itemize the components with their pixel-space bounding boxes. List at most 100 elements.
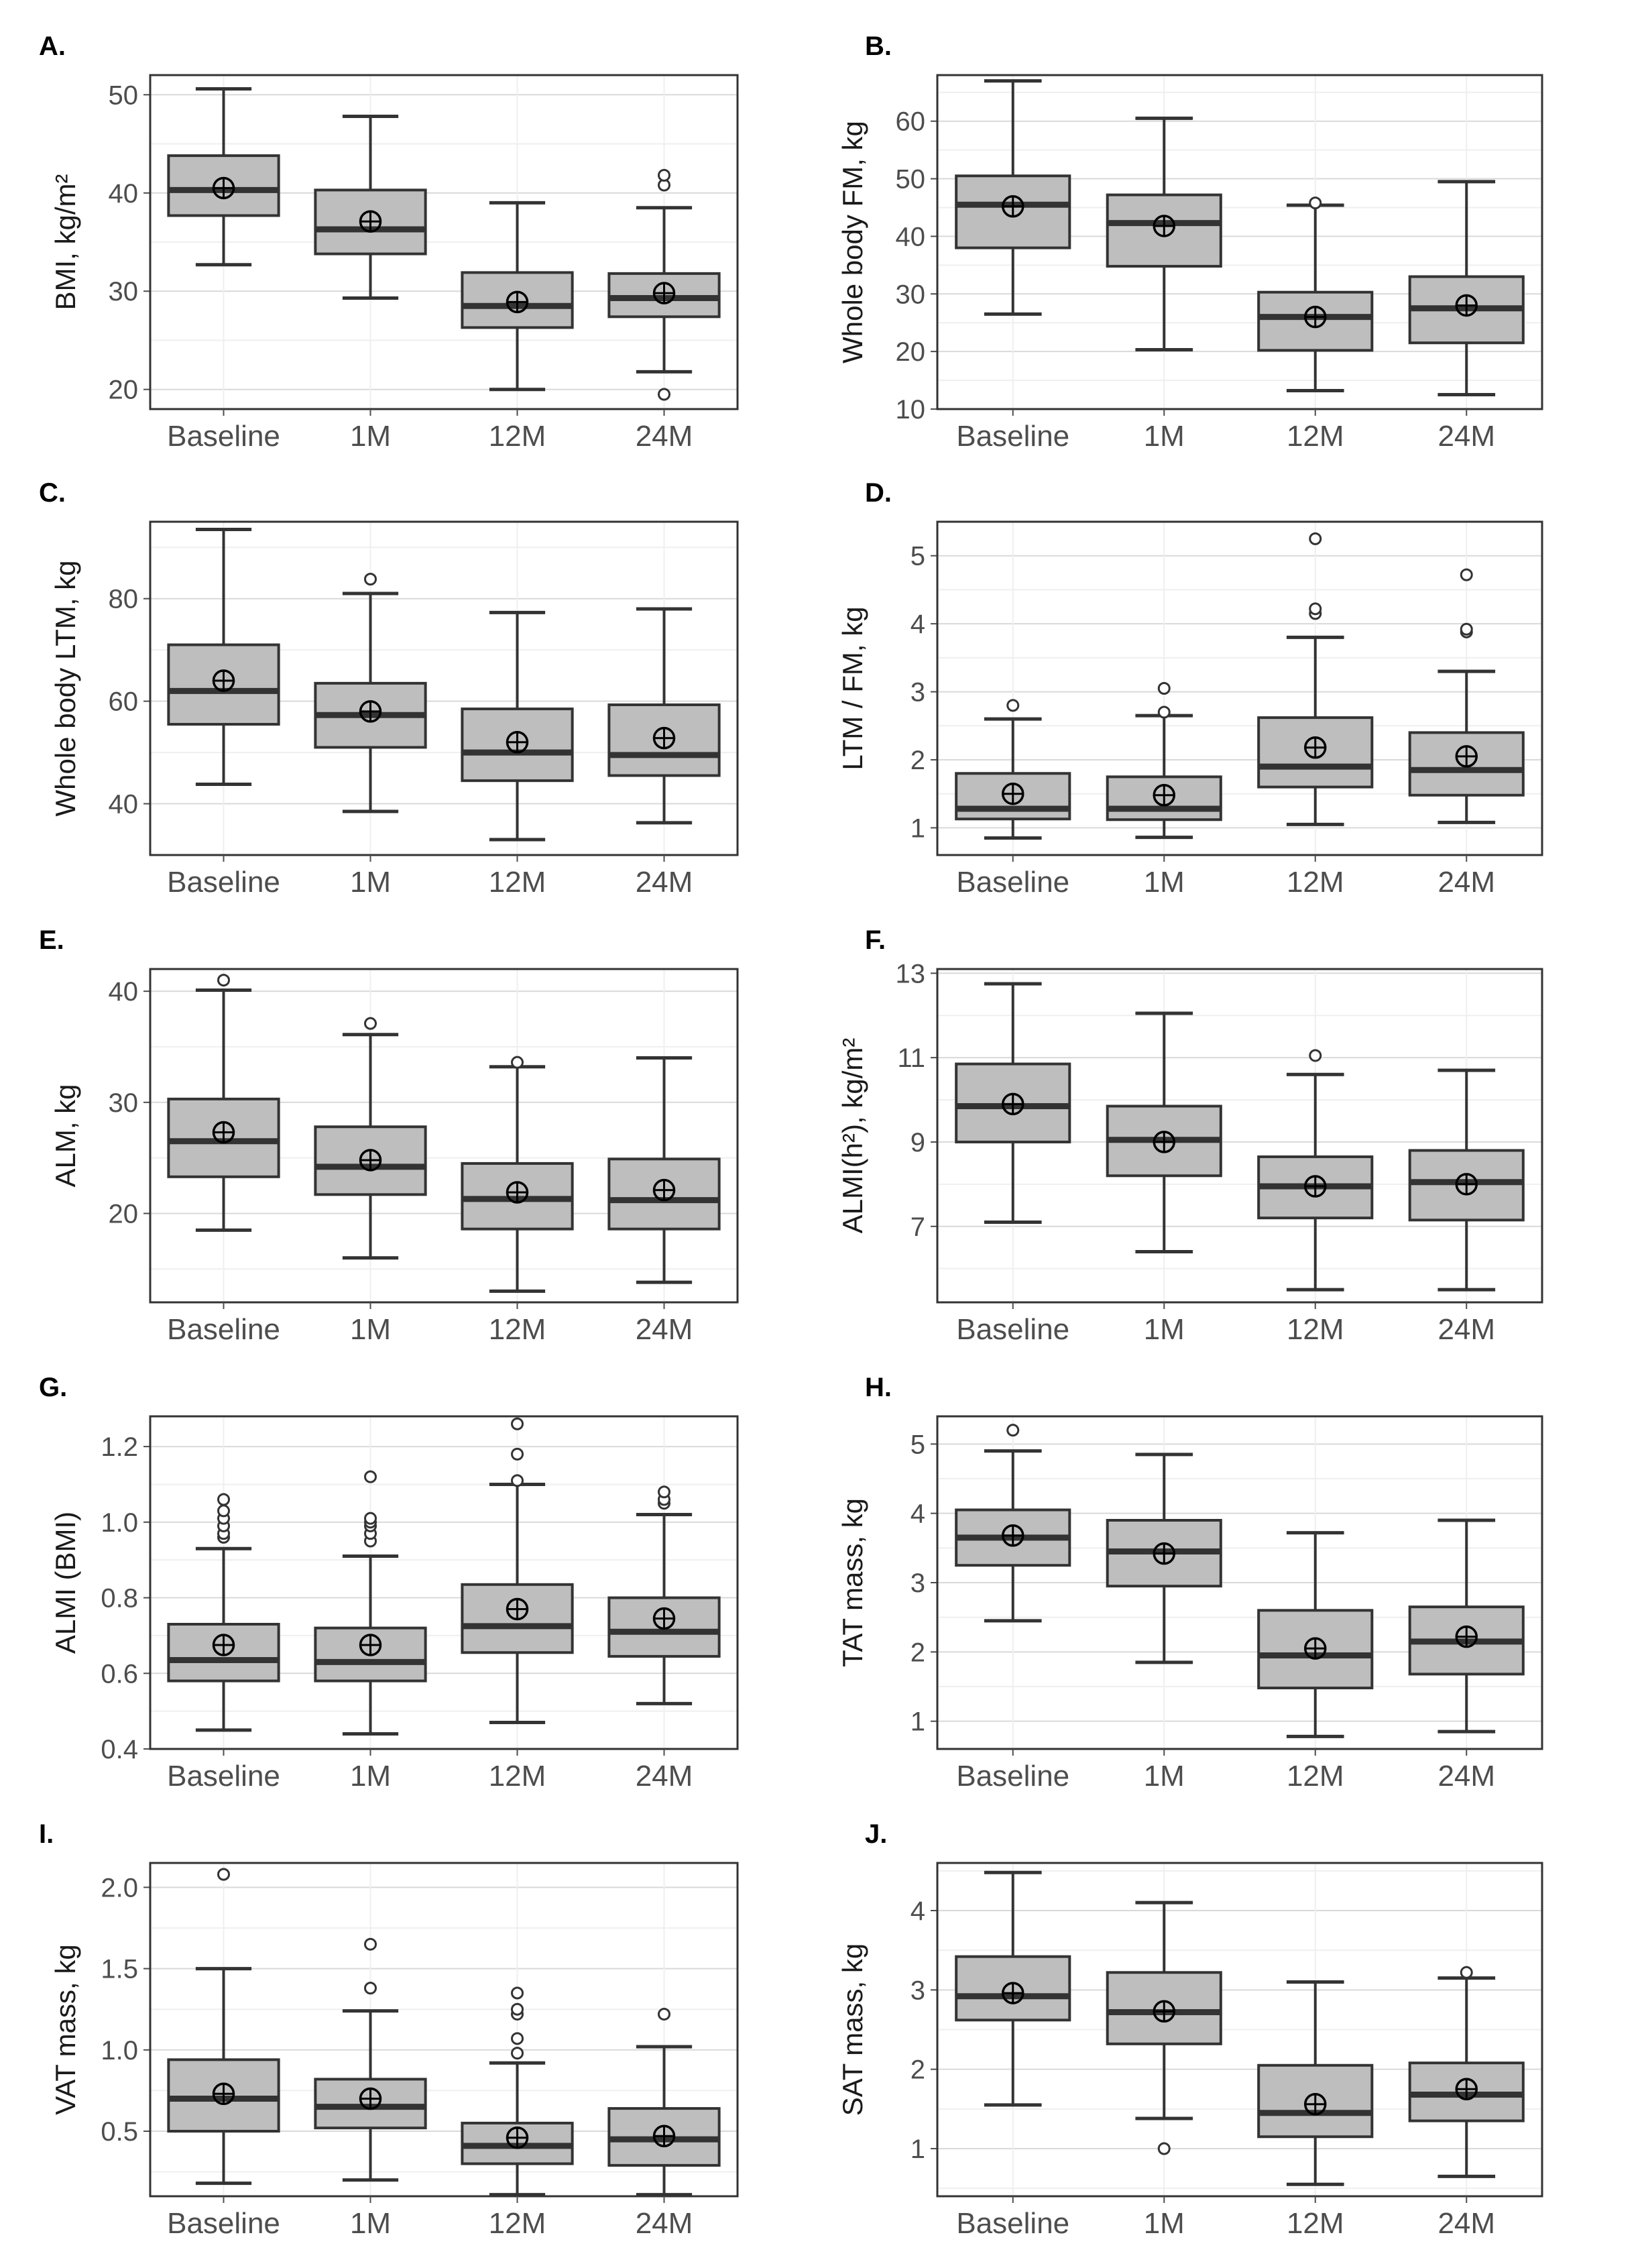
x-tick-label: 24M [636,1313,693,1346]
box-baseline [167,527,280,786]
outlier-point [1157,682,1171,695]
x-tick-label: 24M [636,420,693,453]
outlier-point [1460,622,1473,636]
outlier-point [1157,2142,1171,2155]
y-tick-label: 0.8 [101,1584,138,1613]
x-tick-label: 12M [1287,420,1344,453]
x-tick-label: 1M [350,1313,391,1346]
x-tick-label: Baseline [167,2207,280,2240]
x-tick-label: 24M [1437,1313,1495,1346]
y-tick-label: 1.2 [101,1432,138,1462]
outlier-point [658,168,670,182]
y-tick-label: 10 [896,395,926,424]
panel-a: A. 20 30 40 50 Baseline 1M 12M 24M BMI, kg/m² [39,32,739,453]
panel-c: C. 40 60 80 Baseline 1M 12M 24M Whole body LTM, … [39,478,739,899]
y-axis-title: ALM, kg [50,1084,81,1187]
panel-e: E. 20 30 40 Baseline 1M 12M 24M ALM, kg [39,925,739,1346]
panel-label: A. [39,32,66,61]
box-1m [1106,1011,1222,1254]
y-tick-label: 4 [911,1896,925,1926]
y-tick-label: 1.5 [101,1955,138,1984]
outlier-point [1006,699,1020,712]
plot-border [936,968,1543,1304]
box-24m [1408,568,1525,824]
x-tick-label: 24M [1437,420,1495,453]
box-24m [607,168,721,401]
box-1m [314,1017,427,1260]
box-1m [314,573,427,813]
y-axis-title: LTM / FM, kg [837,606,868,770]
box-baseline [955,699,1071,840]
panel-label: H. [865,1373,892,1402]
box-baseline [167,1493,280,1732]
outlier-point [1309,532,1322,545]
outlier-point [364,1937,377,1951]
box-1m [314,1937,427,2182]
box-baseline [167,974,280,1232]
y-tick-label: 30 [109,277,139,306]
y-tick-label: 1.0 [101,2036,138,2065]
y-tick-label: 40 [896,222,926,251]
outlier-point [217,1493,230,1506]
x-tick-label: Baseline [956,2207,1069,2240]
panel-label: D. [865,478,892,508]
panel-label: J. [865,1819,887,1849]
x-tick-label: 12M [1287,1760,1344,1793]
outlier-point [217,1504,230,1518]
plot-border [936,1415,1543,1750]
x-tick-label: 12M [489,866,546,899]
y-axis-title: Whole body FM, kg [837,121,868,363]
y-tick-label: 50 [109,80,139,110]
panel-label: I. [39,1819,54,1849]
y-tick-label: 5 [911,542,925,571]
box-24m [1408,1068,1525,1292]
outlier-point [217,974,230,987]
box-12m [461,1986,574,2197]
x-tick-label: Baseline [167,866,280,899]
panel-label: C. [39,478,66,508]
y-tick-label: 1 [911,1707,925,1737]
y-tick-label: 7 [911,1212,925,1242]
panel-label: B. [865,32,892,61]
outlier-point [658,1485,670,1499]
x-tick-label: 1M [1144,1760,1185,1793]
outlier-point [217,1868,230,1881]
iqr-box [1257,2063,1374,2139]
outlier-point [364,1017,377,1030]
y-tick-label: 0.5 [101,2117,138,2147]
y-axis-title: VAT mass, kg [50,1944,81,2114]
x-tick-label: 12M [489,1313,546,1346]
box-24m [1408,180,1525,397]
outlier-point [364,1982,377,1995]
box-12m [461,1056,574,1293]
y-tick-label: 4 [911,610,925,639]
y-tick-label: 40 [109,977,139,1007]
box-24m [607,1056,721,1284]
panel-f: F. 7 9 11 13 Baseline 1M 12M 24M ALMI(h²), kg/m² [837,925,1543,1346]
y-axis-title: BMI, kg/m² [50,174,81,310]
panel-h: H. 1 2 3 4 5 Baseline 1M 12M 24M TAT mass, kg [837,1373,1543,1793]
y-tick-label: 1 [911,813,925,843]
outlier-point [511,1056,524,1069]
outlier-point [511,2002,524,2016]
box-12m [461,201,574,392]
y-tick-label: 20 [896,337,926,367]
outlier-point [511,1447,524,1461]
outlier-point [511,1986,524,2000]
plot-border [936,74,1543,410]
box-24m [1408,1966,1525,2178]
y-tick-label: 20 [109,1199,139,1229]
x-tick-label: Baseline [956,866,1069,899]
x-tick-label: 24M [636,2207,693,2240]
x-tick-label: 1M [350,866,391,899]
box-12m [1257,1531,1374,1738]
y-tick-label: 40 [109,790,139,819]
x-tick-label: 1M [1144,2207,1185,2240]
outlier-point [658,388,670,401]
outlier-point [511,2032,524,2045]
box-12m [461,610,574,842]
box-1m [1106,1453,1222,1664]
y-tick-label: 1.0 [101,1508,138,1538]
x-tick-label: Baseline [167,420,280,453]
